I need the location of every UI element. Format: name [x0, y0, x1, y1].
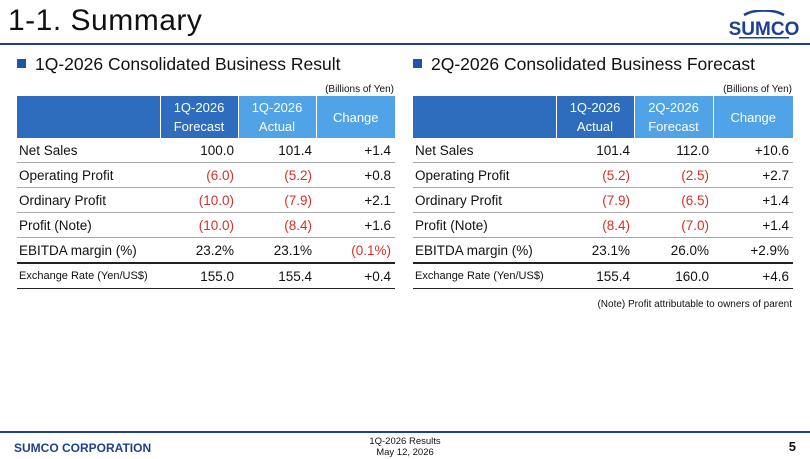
header-col1: 1Q-2026 Forecast — [159, 96, 238, 138]
header-col1-line2: Actual — [576, 119, 614, 134]
header-col1-line1: 1Q-2026 — [569, 100, 621, 115]
square-bullet-icon — [17, 59, 26, 68]
left-unit-note: (Billions of Yen) — [325, 84, 394, 95]
cell-change: +2.9% — [713, 237, 793, 264]
table-row: Exchange Rate (Yen/US$) 155.4 160.0 +4.6 — [413, 263, 793, 289]
cell-value: (10.0) — [160, 187, 238, 213]
table-row: Operating Profit (6.0) (5.2) +0.8 — [17, 162, 395, 188]
cell-value: (6.5) — [634, 187, 713, 213]
table-row: Profit (Note) (10.0) (8.4) +1.6 — [17, 212, 395, 238]
header-col2-line2: Forecast — [648, 119, 699, 134]
row-label: EBITDA margin (%) — [413, 237, 556, 264]
cell-change: +2.1 — [316, 187, 395, 213]
right-unit-note: (Billions of Yen) — [723, 84, 792, 95]
cell-value: 101.4 — [238, 138, 316, 163]
footer-doc-title: 1Q-2026 Results — [369, 436, 441, 447]
cell-value: 112.0 — [634, 138, 713, 163]
header-col2-line1: 2Q-2026 — [648, 100, 699, 115]
cell-value: 155.4 — [556, 263, 634, 289]
cell-value: 23.1% — [556, 237, 634, 264]
row-label: Profit (Note) — [413, 212, 556, 238]
cell-change: +1.6 — [316, 212, 395, 238]
row-label: Net Sales — [413, 138, 556, 163]
footer-date: May 12, 2026 — [376, 447, 434, 458]
square-bullet-icon — [413, 59, 422, 68]
row-label: Profit (Note) — [17, 212, 160, 238]
cell-change: +0.8 — [316, 162, 395, 188]
cell-value: (7.0) — [634, 212, 713, 238]
table-row: EBITDA margin (%) 23.2% 23.1% (0.1%) — [17, 237, 395, 264]
table-row: Operating Profit (5.2) (2.5) +2.7 — [413, 162, 793, 188]
cell-change: (0.1%) — [316, 237, 395, 264]
cell-value: (8.4) — [238, 212, 316, 238]
sumco-logo: SUMCO — [729, 10, 800, 40]
row-label: Ordinary Profit — [413, 187, 556, 213]
table-row: Net Sales 101.4 112.0 +10.6 — [413, 138, 793, 163]
header-change: Change — [712, 96, 793, 138]
table-row: Ordinary Profit (7.9) (6.5) +1.4 — [413, 187, 793, 213]
header-blank — [17, 96, 160, 138]
right-section-heading: 2Q-2026 Consolidated Business Forecast — [413, 54, 755, 75]
row-label: Operating Profit — [17, 162, 160, 188]
cell-change: +10.6 — [713, 138, 793, 163]
cell-change: +1.4 — [316, 138, 395, 163]
row-label: EBITDA margin (%) — [17, 237, 160, 264]
cell-value: (6.0) — [160, 162, 238, 188]
row-label: Net Sales — [17, 138, 160, 163]
cell-change: +1.4 — [713, 187, 793, 213]
svg-text:SUMCO: SUMCO — [729, 19, 800, 40]
cell-value: (10.0) — [160, 212, 238, 238]
header-change: Change — [315, 96, 395, 138]
title-divider — [0, 43, 810, 45]
header-col2: 2Q-2026 Forecast — [633, 96, 713, 138]
cell-change: +2.7 — [713, 162, 793, 188]
table-row: Net Sales 100.0 101.4 +1.4 — [17, 138, 395, 163]
table-row: EBITDA margin (%) 23.1% 26.0% +2.9% — [413, 237, 793, 264]
cell-value: 26.0% — [634, 237, 713, 264]
cell-change: +0.4 — [316, 263, 395, 289]
row-label: Ordinary Profit — [17, 187, 160, 213]
header-col2-line1: 1Q-2026 — [251, 100, 303, 115]
cell-value: (7.9) — [556, 187, 634, 213]
header-col1: 1Q-2026 Actual — [555, 96, 634, 138]
left-results-table: 1Q-2026 Forecast 1Q-2026 Actual Change Net… — [17, 96, 395, 289]
cell-value: 100.0 — [160, 138, 238, 163]
cell-value: (5.2) — [556, 162, 634, 188]
table-row: Exchange Rate (Yen/US$) 155.0 155.4 +0.4 — [17, 263, 395, 289]
row-label: Exchange Rate (Yen/US$) — [17, 263, 160, 289]
cell-change: +4.6 — [713, 263, 793, 289]
cell-value: (2.5) — [634, 162, 713, 188]
page-number: 5 — [788, 439, 796, 454]
cell-value: (5.2) — [238, 162, 316, 188]
page-title: 1-1. Summary — [8, 4, 203, 37]
table-row: Profit (Note) (8.4) (7.0) +1.4 — [413, 212, 793, 238]
header-col1-line1: 1Q-2026 — [173, 100, 225, 115]
right-heading-text: 2Q-2026 Consolidated Business Forecast — [431, 54, 755, 74]
header-col2: 1Q-2026 Actual — [237, 96, 316, 138]
header-col2-line2: Actual — [258, 119, 296, 134]
footnote: (Note) Profit attributable to owners of … — [597, 299, 792, 310]
cell-change: +1.4 — [713, 212, 793, 238]
cell-value: (8.4) — [556, 212, 634, 238]
row-label: Exchange Rate (Yen/US$) — [413, 263, 556, 289]
cell-value: 155.0 — [160, 263, 238, 289]
row-label: Operating Profit — [413, 162, 556, 188]
header-col1-line2: Forecast — [173, 119, 225, 134]
header-blank — [413, 96, 556, 138]
cell-value: 155.4 — [238, 263, 316, 289]
left-heading-text: 1Q-2026 Consolidated Business Result — [35, 54, 341, 74]
cell-value: (7.9) — [238, 187, 316, 213]
cell-value: 160.0 — [634, 263, 713, 289]
footer-doc-info: 1Q-2026 Results May 12, 2026 — [330, 436, 480, 458]
table-row: Ordinary Profit (10.0) (7.9) +2.1 — [17, 187, 395, 213]
right-forecast-table: 1Q-2026 Actual 2Q-2026 Forecast Change Net… — [413, 96, 793, 289]
footer-divider — [0, 431, 810, 433]
footer-company: SUMCO CORPORATION — [14, 441, 152, 455]
cell-value: 23.1% — [238, 237, 316, 264]
cell-value: 23.2% — [160, 237, 238, 264]
cell-value: 101.4 — [556, 138, 634, 163]
left-section-heading: 1Q-2026 Consolidated Business Result — [17, 54, 340, 75]
